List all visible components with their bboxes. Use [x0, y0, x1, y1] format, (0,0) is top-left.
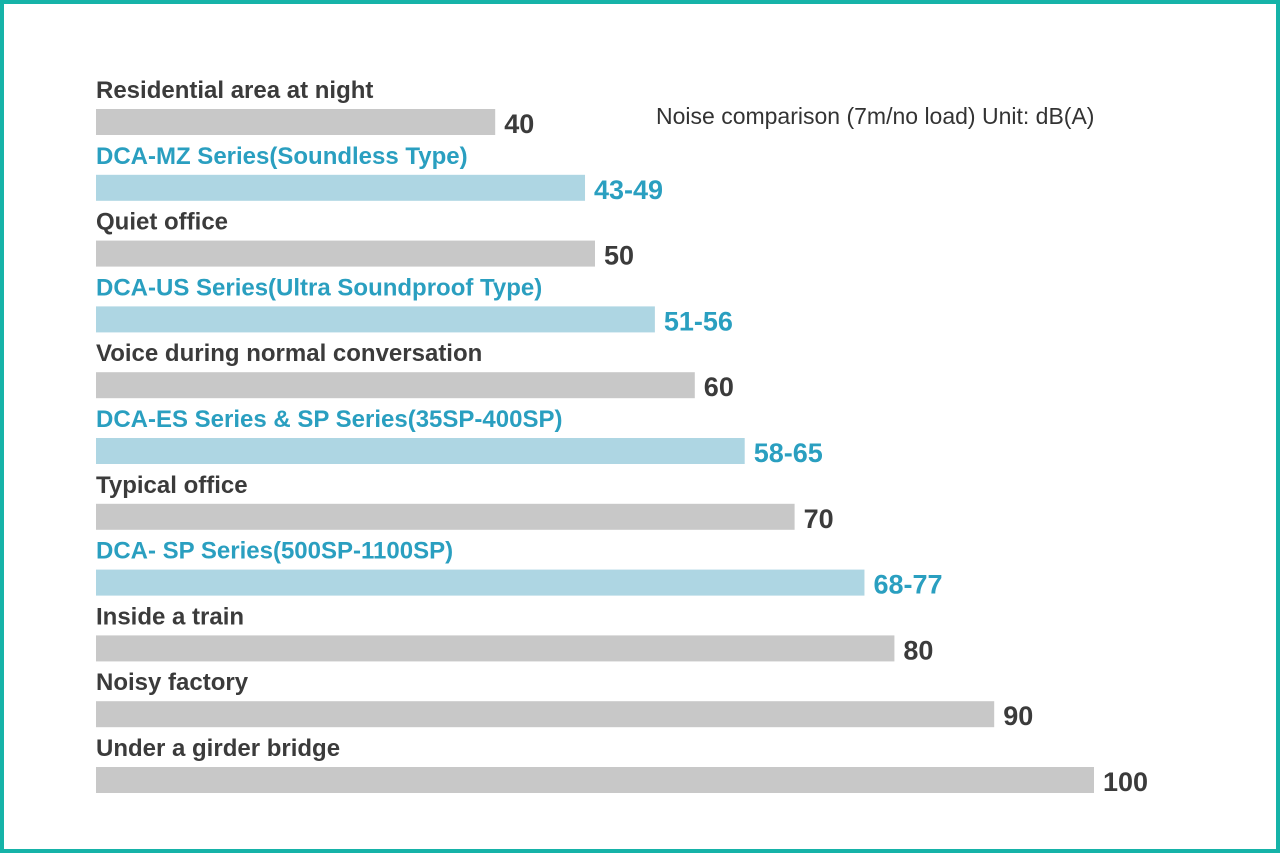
category-label: Noisy factory [96, 669, 249, 696]
reference-bar [96, 635, 895, 662]
category-label: DCA-MZ Series(Soundless Type) [96, 143, 468, 170]
category-label: Inside a train [96, 603, 244, 630]
value-label: 70 [804, 504, 834, 534]
product-bar [96, 174, 586, 201]
product-bar [96, 306, 655, 333]
value-label: 60 [704, 372, 734, 402]
category-label: Voice during normal conversation [96, 340, 482, 367]
value-label: 80 [903, 635, 933, 665]
reference-bar [96, 701, 995, 728]
category-label: DCA-US Series(Ultra Soundproof Type) [96, 274, 542, 301]
reference-bar [96, 372, 695, 399]
value-label: 100 [1103, 767, 1148, 797]
chart-subtitle: Noise comparison (7m/no load) Unit: dB(A… [656, 103, 1094, 129]
reference-bar [96, 767, 1094, 793]
category-label: DCA- SP Series(500SP-1100SP) [96, 538, 453, 565]
value-label: 43-49 [594, 175, 663, 205]
category-label: Quiet office [96, 209, 228, 236]
value-label: 58-65 [754, 438, 823, 468]
bars-group: Residential area at night 40 DCA-MZ Series… [96, 77, 1148, 797]
category-label: DCA-ES Series & SP Series(35SP-400SP) [96, 406, 562, 433]
noise-comparison-chart: Noise comparison (7m/no load) Unit: dB(A… [96, 77, 1148, 797]
value-label: 50 [604, 241, 634, 271]
product-bar [96, 569, 865, 596]
reference-bar [96, 503, 795, 530]
category-label: Under a girder bridge [96, 735, 340, 762]
reference-bar [96, 109, 496, 135]
value-label: 40 [504, 109, 534, 139]
category-label: Typical office [96, 472, 248, 499]
product-bar [96, 438, 745, 464]
value-label: 51-56 [664, 306, 733, 336]
value-label: 90 [1003, 701, 1033, 731]
value-label: 68-77 [873, 570, 942, 600]
category-label: Residential area at night [96, 77, 373, 104]
reference-bar [96, 240, 595, 267]
